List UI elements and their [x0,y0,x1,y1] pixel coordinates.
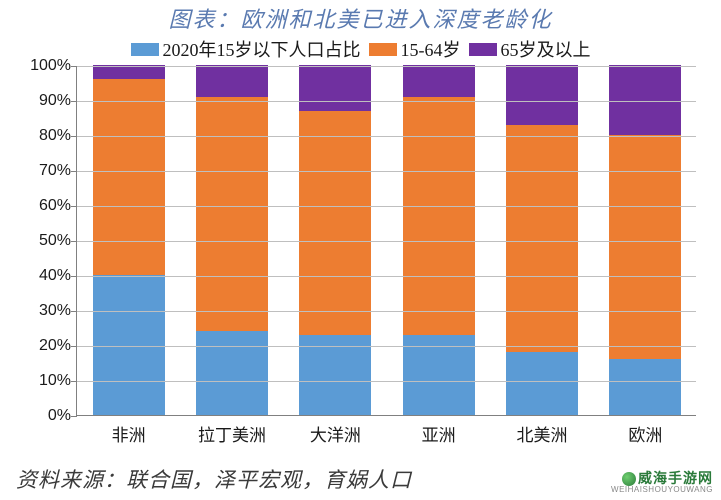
gridline [77,276,696,277]
y-tick [71,241,77,242]
y-tick [71,66,77,67]
y-tick [71,206,77,207]
bar-segment [196,97,268,332]
y-axis-label: 50% [11,232,71,250]
bar-segment [196,331,268,415]
gridline [77,311,696,312]
plot-area: 非洲拉丁美洲大洋洲亚洲北美洲欧洲 [76,66,696,416]
bar-segment [403,65,475,97]
y-tick [71,171,77,172]
legend: 2020年15岁以下人口占比 15-64岁 65岁及以上 [0,36,721,62]
gridline [77,206,696,207]
gridline [77,66,696,67]
legend-swatch-2 [469,43,497,56]
x-axis-label: 亚洲 [379,415,499,446]
bar [93,65,165,415]
gridline [77,171,696,172]
legend-swatch-1 [369,43,397,56]
leaf-icon [622,472,636,486]
bar-segment [506,125,578,353]
y-axis-label: 100% [11,57,71,75]
legend-label-1: 15-64岁 [401,36,461,62]
y-axis-label: 70% [11,162,71,180]
legend-label-2: 65岁及以上 [501,36,591,62]
y-axis-label: 0% [11,407,71,425]
legend-item-2: 65岁及以上 [469,36,591,62]
bar-segment [403,97,475,335]
bar-segment [299,111,371,335]
chart-container: 图表：欧洲和北美已进入深度老龄化 2020年15岁以下人口占比 15-64岁 6… [0,0,721,500]
gridline [77,136,696,137]
bar [403,65,475,415]
bar [609,65,681,415]
x-axis-label: 北美洲 [482,415,602,446]
bar [299,65,371,415]
y-tick [71,136,77,137]
y-axis-label: 90% [11,92,71,110]
y-axis-label: 10% [11,372,71,390]
gridline [77,381,696,382]
y-tick [71,346,77,347]
x-axis-label: 大洋洲 [275,415,395,446]
y-axis-label: 30% [11,302,71,320]
bar-segment [93,65,165,79]
y-tick [71,311,77,312]
bar-segment [93,275,165,415]
bar-segment [609,135,681,359]
y-axis-label: 40% [11,267,71,285]
chart-title: 图表：欧洲和北美已进入深度老龄化 [0,2,721,34]
gridline [77,241,696,242]
bar-segment [609,65,681,135]
bar [196,65,268,415]
y-tick [71,381,77,382]
y-tick [71,101,77,102]
bar-segment [196,65,268,97]
bar-segment [299,65,371,111]
bar-segment [506,65,578,125]
x-axis-label: 非洲 [69,415,189,446]
legend-item-1: 15-64岁 [369,36,461,62]
x-axis-label: 欧洲 [585,415,705,446]
bar-segment [609,359,681,415]
y-tick [71,276,77,277]
y-axis-label: 20% [11,337,71,355]
bar-segment [93,79,165,275]
y-axis-label: 60% [11,197,71,215]
x-axis-label: 拉丁美洲 [172,415,292,446]
legend-item-0: 2020年15岁以下人口占比 [131,36,361,62]
gridline [77,346,696,347]
source-line: 资料来源：联合国，泽平宏观，育娲人口 [16,464,412,494]
watermark-line2: WEIHAISHOUYOUWANG [611,486,713,494]
gridline [77,101,696,102]
watermark-line1: 威海手游网 [611,471,713,486]
bar-segment [506,352,578,415]
legend-label-0: 2020年15岁以下人口占比 [163,36,361,62]
bar [506,65,578,415]
legend-swatch-0 [131,43,159,56]
watermark: 威海手游网 WEIHAISHOUYOUWANG [611,471,713,494]
y-axis-label: 80% [11,127,71,145]
